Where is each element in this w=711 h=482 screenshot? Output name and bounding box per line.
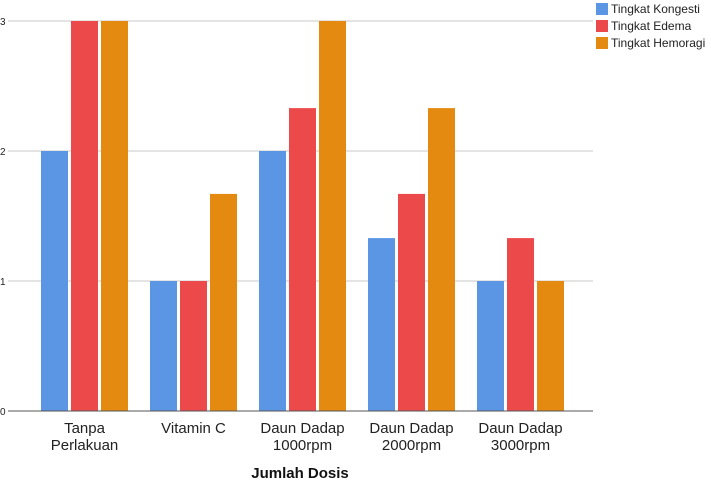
bar — [319, 21, 346, 411]
bar — [368, 238, 395, 411]
legend-swatch — [596, 3, 608, 15]
x-tick-label: Daun Dadap 1000rpm — [260, 420, 344, 454]
bar — [101, 21, 128, 411]
bar — [398, 193, 425, 411]
bar — [289, 108, 316, 411]
y-tick-label: 0 — [0, 407, 6, 418]
bars — [41, 21, 564, 411]
legend-swatch — [596, 37, 608, 49]
legend-label: Tingkat Hemoragi — [611, 36, 705, 50]
bar — [537, 281, 564, 411]
bar — [41, 151, 68, 411]
bar — [428, 108, 455, 411]
legend-label: Tingkat Edema — [611, 19, 692, 33]
legend-swatch — [596, 20, 608, 32]
bar — [150, 281, 177, 411]
x-tick-labels: Tanpa Perlakuan Vitamin C Daun Dadap 1000rpm… — [51, 420, 563, 454]
y-tick-labels: 0 1 2 3 — [0, 17, 6, 418]
legend-label: Tingkat Kongesti — [611, 2, 700, 16]
y-tick-label: 2 — [0, 147, 6, 158]
bar — [477, 281, 504, 411]
bar — [507, 238, 534, 411]
x-axis-title: Jumlah Dosis — [251, 465, 349, 482]
x-tick-label: Vitamin C — [161, 420, 226, 437]
legend: Tingkat Kongesti Tingkat Edema Tingkat Hem… — [596, 2, 705, 50]
y-tick-label: 1 — [0, 277, 6, 288]
x-tick-label: Daun Dadap 2000rpm — [369, 420, 453, 454]
bar — [180, 281, 207, 411]
x-tick-label: Daun Dadap 3000rpm — [478, 420, 562, 454]
bar — [71, 21, 98, 411]
bar — [210, 193, 237, 411]
x-tick-label: Tanpa Perlakuan — [51, 420, 119, 454]
y-tick-label: 3 — [0, 17, 6, 28]
bar — [259, 151, 286, 411]
